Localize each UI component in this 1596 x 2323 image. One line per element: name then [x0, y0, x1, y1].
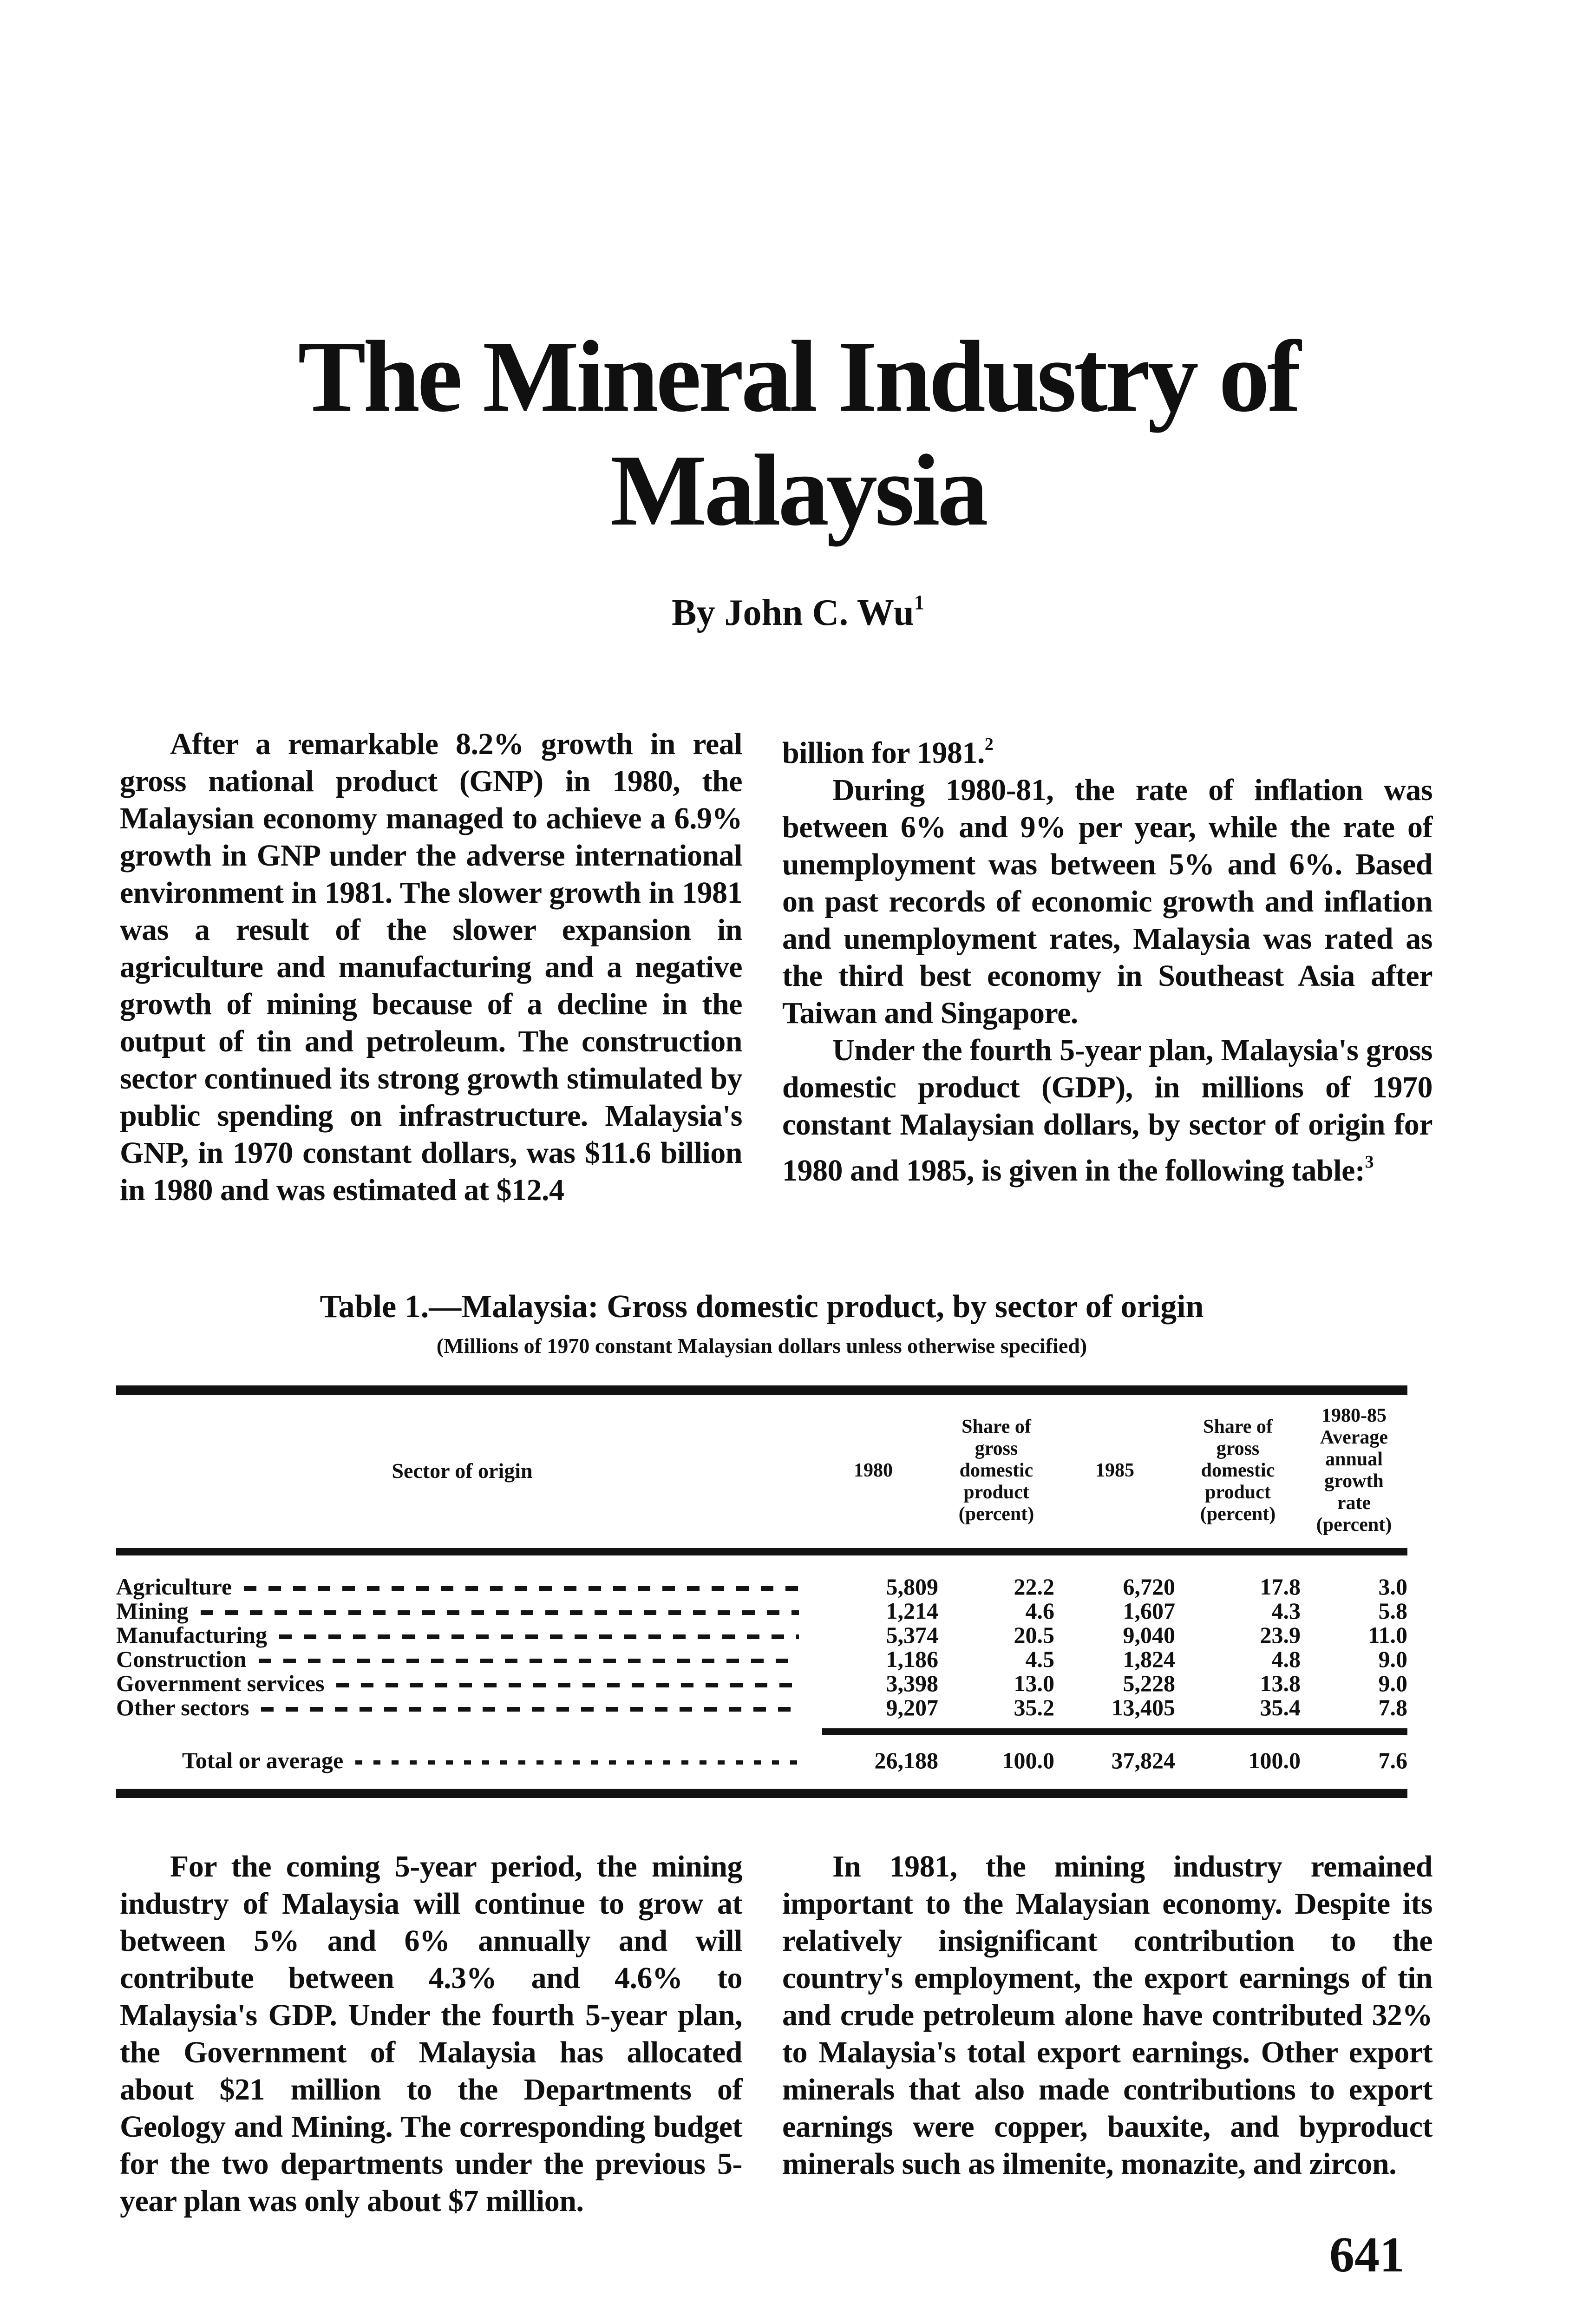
cell-growth: 5.8	[1378, 1598, 1408, 1624]
table-row-mining: Mining 1,214 4.6 1,607 4.3 5.8	[116, 1597, 1408, 1624]
byline-footnote-marker: 1	[914, 591, 924, 614]
paragraph-gnp-growth: After a remarkable 8.2% growth in real g…	[120, 727, 743, 1207]
paragraph-fourth-plan-gdp: Under the fourth 5-year plan, Malaysia's…	[782, 1032, 1433, 1189]
cell-1980: 5,809	[886, 1574, 939, 1600]
cell-growth: 3.0	[1378, 1574, 1408, 1600]
cell-1980: 9,207	[886, 1694, 939, 1720]
dash-leader	[261, 1707, 799, 1712]
cell-1980: 3,398	[886, 1670, 939, 1696]
cell-1980: 26,188	[874, 1747, 939, 1773]
cell-growth: 9.0	[1378, 1670, 1408, 1696]
footnote-marker-3: 3	[1365, 1152, 1374, 1172]
cell-share-1980: 13.0	[1014, 1670, 1055, 1696]
cell-share-1985: 23.9	[1260, 1622, 1301, 1648]
table-bottom-rule	[116, 1789, 1407, 1798]
cell-growth: 7.6	[1378, 1747, 1408, 1773]
cell-1985: 37,824	[1111, 1747, 1176, 1773]
row-label: Manufacturing	[116, 1622, 267, 1648]
cell-share-1985: 35.4	[1260, 1694, 1301, 1720]
cell-1985: 5,228	[1123, 1670, 1176, 1696]
paragraph-fourth-plan-text: Under the fourth 5-year plan, Malaysia's…	[782, 1033, 1433, 1188]
cell-1980: 1,214	[886, 1598, 939, 1624]
cell-share-1980: 22.2	[1014, 1574, 1055, 1600]
cell-share-1980: 100.0	[1002, 1747, 1055, 1773]
footnote-marker-2: 2	[984, 735, 994, 754]
cell-1980: 5,374	[886, 1622, 939, 1648]
dash-leader	[258, 1659, 799, 1663]
cell-share-1980: 20.5	[1014, 1622, 1055, 1648]
bottom-left-column: For the coming 5-year period, the mining…	[120, 1848, 743, 2220]
row-label: Government services	[116, 1670, 325, 1696]
table-body: Agriculture 5,809 22.2 6,720 17.8 3.0 Mi…	[116, 1573, 1408, 1720]
table-1-gdp-by-sector: Table 1.—Malaysia: Gross domestic produc…	[116, 1288, 1407, 1798]
page-title-line1: The Mineral Industry of	[298, 320, 1301, 433]
cell-share-1985: 4.3	[1271, 1598, 1301, 1624]
bottom-right-column: In 1981, the mining industry remained im…	[782, 1848, 1433, 2220]
byline-text: By John C. Wu	[672, 592, 914, 633]
byline: By John C. Wu1	[0, 582, 1596, 634]
table-row-manufacturing: Manufacturing 5,374 20.5 9,040 23.9 11.0	[116, 1621, 1407, 1648]
top-left-column: After a remarkable 8.2% growth in real g…	[120, 726, 743, 1209]
cell-1985: 1,607	[1123, 1598, 1176, 1624]
top-two-column-section: After a remarkable 8.2% growth in real g…	[120, 726, 1433, 1209]
table-row-agriculture: Agriculture 5,809 22.2 6,720 17.8 3.0	[116, 1573, 1408, 1600]
cell-1985: 1,824	[1123, 1646, 1176, 1672]
cell-share-1980: 4.6	[1025, 1598, 1055, 1624]
cell-1980: 1,186	[886, 1646, 939, 1672]
paragraph-continuation-text: billion for 1981.	[782, 736, 985, 770]
dot-leader	[355, 1760, 799, 1765]
col-header-1980: 1980	[854, 1459, 893, 1481]
page-title: The Mineral Industry of Malaysia	[0, 320, 1596, 547]
dash-leader	[244, 1586, 799, 1591]
cell-share-1985: 13.8	[1260, 1670, 1301, 1696]
row-label: Total or average	[182, 1747, 344, 1773]
table-row-total-or-average: Total or average 26,188 100.0 37,824 100…	[116, 1747, 1408, 1773]
paragraph-mining-outlook: For the coming 5-year period, the mining…	[120, 1850, 743, 2218]
row-label: Mining	[116, 1598, 189, 1624]
col-header-share-gdp-1980: Share of gross domestic product (percent…	[958, 1416, 1034, 1525]
cell-growth: 11.0	[1368, 1622, 1407, 1648]
table-header-row: Sector of origin 1980 Share of gross dom…	[116, 1395, 1407, 1548]
table-top-rule	[116, 1385, 1407, 1395]
cell-share-1980: 35.2	[1014, 1694, 1055, 1720]
table-row-government-services: Government services 3,398 13.0 5,228 13.…	[116, 1670, 1408, 1696]
cell-1985: 6,720	[1123, 1574, 1176, 1600]
cell-growth: 7.8	[1378, 1694, 1408, 1720]
table-row-construction: Construction 1,186 4.5 1,824 4.8 9.0	[116, 1646, 1408, 1672]
cell-share-1985: 100.0	[1248, 1747, 1301, 1773]
table-total-separator-rule	[822, 1728, 1407, 1735]
paragraph-gnp-growth-continuation: billion for 1981.2	[782, 726, 1432, 772]
page-number: 641	[1329, 2227, 1405, 2283]
col-header-growth-rate: 1980-85 Average annual growth rate (perc…	[1316, 1405, 1392, 1536]
row-label: Agriculture	[116, 1574, 232, 1600]
table-row-other-sectors: Other sectors 9,207 35.2 13,405 35.4 7.8	[116, 1694, 1408, 1720]
paragraph-export-earnings: In 1981, the mining industry remained im…	[782, 1850, 1433, 2181]
table-subtitle: (Millions of 1970 constant Malaysian dol…	[436, 1334, 1087, 1358]
page-title-line2: Malaysia	[610, 433, 988, 547]
paragraph-inflation-unemployment: During 1980-81, the rate of inflation wa…	[782, 773, 1433, 1030]
dash-leader	[200, 1610, 799, 1615]
cell-share-1985: 4.8	[1271, 1646, 1301, 1672]
cell-growth: 9.0	[1378, 1646, 1408, 1672]
dash-leader	[336, 1683, 799, 1687]
cell-share-1985: 17.8	[1260, 1574, 1301, 1600]
cell-share-1980: 4.5	[1025, 1646, 1055, 1672]
col-header-sector-of-origin: Sector of origin	[392, 1458, 533, 1483]
bottom-two-column-section: For the coming 5-year period, the mining…	[120, 1848, 1433, 2220]
cell-1985: 13,405	[1111, 1694, 1176, 1720]
top-right-column: billion for 1981.2 During 1980-81, the r…	[782, 726, 1433, 1209]
row-label: Other sectors	[116, 1694, 249, 1720]
table-header-rule	[116, 1548, 1407, 1555]
col-header-share-gdp-1985: Share of gross domestic product (percent…	[1200, 1416, 1276, 1525]
table-title: Table 1.—Malaysia: Gross domestic produc…	[320, 1289, 1204, 1325]
row-label: Construction	[116, 1646, 247, 1672]
dash-leader	[279, 1634, 799, 1639]
col-header-1985: 1985	[1095, 1459, 1134, 1481]
cell-1985: 9,040	[1123, 1622, 1176, 1648]
